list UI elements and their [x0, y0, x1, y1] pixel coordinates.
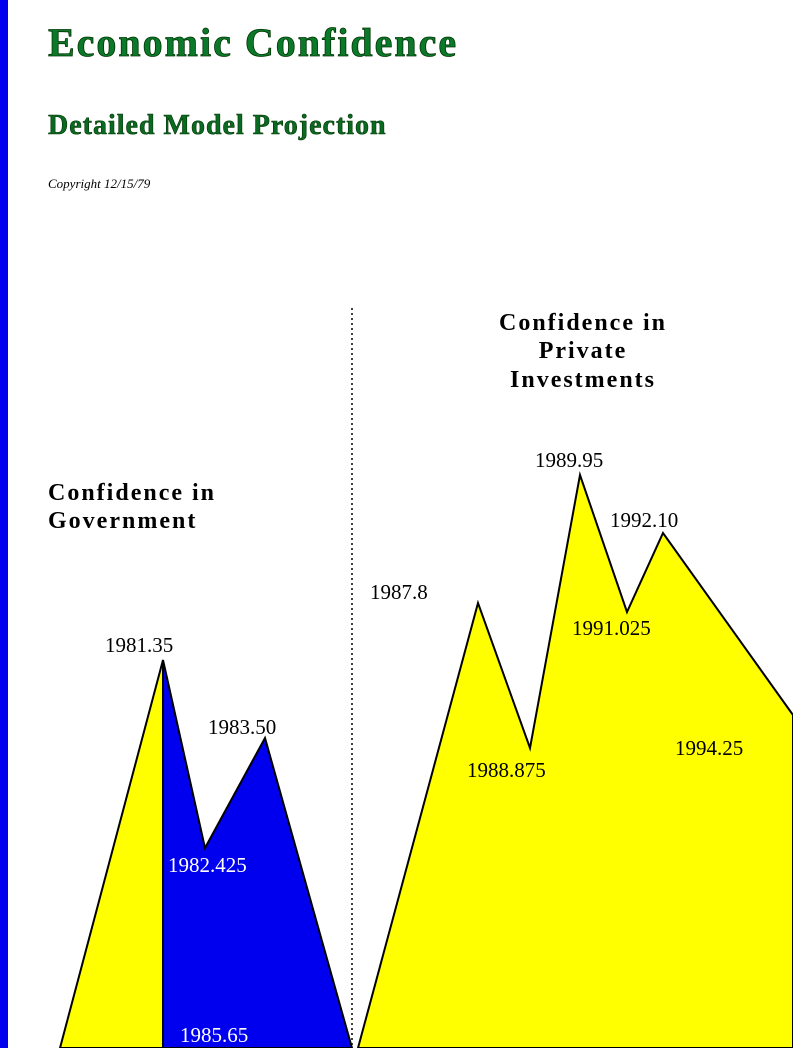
- panel-label: Investments: [510, 367, 656, 393]
- left-border: [0, 0, 8, 1048]
- point-label: 1989.95: [535, 448, 603, 472]
- point-label: 1982.425: [168, 853, 247, 877]
- panel-label: Government: [48, 508, 197, 534]
- point-label: 1987.8: [370, 580, 428, 604]
- point-label: 1991.025: [572, 616, 651, 640]
- yellow-area: [356, 471, 793, 1048]
- subtitle: Detailed Model Projection: [48, 110, 387, 141]
- point-label: 1992.10: [610, 508, 678, 532]
- copyright: Copyright 12/15/79: [48, 176, 151, 191]
- blue-area: [162, 659, 354, 1048]
- yellow-area: [58, 659, 164, 1048]
- point-label: 1988.875: [467, 758, 546, 782]
- point-label: 1985.65: [180, 1023, 248, 1047]
- point-label: 1994.25: [675, 736, 743, 760]
- panel-label: Private: [539, 338, 628, 364]
- panel-label: Confidence in: [499, 310, 667, 336]
- point-label: 1983.50: [208, 715, 276, 739]
- panel-label: Confidence in: [48, 480, 216, 506]
- title: Economic Confidence: [48, 20, 458, 65]
- point-label: 1981.35: [105, 633, 173, 657]
